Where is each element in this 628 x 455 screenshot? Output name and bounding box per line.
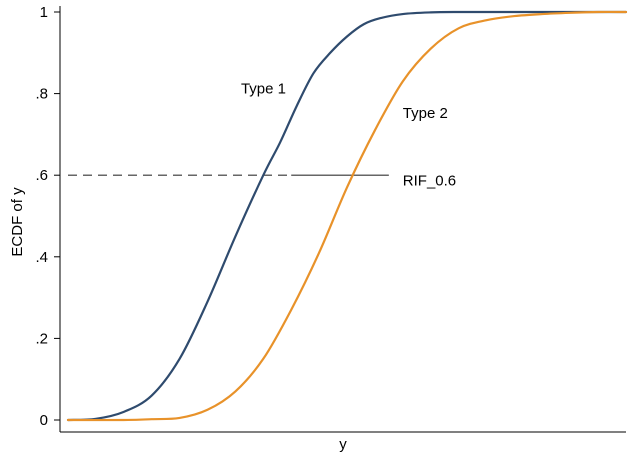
y-axis-ticks: 0 .2 .4 .6 .8 1	[35, 4, 60, 429]
series-line-type-2	[66, 10, 628, 422]
series-lines	[66, 10, 628, 422]
y-tick-label: 0	[40, 412, 48, 429]
y-tick-label: 1	[40, 4, 48, 21]
annotation-type-2: Type 2	[403, 105, 448, 122]
y-tick-label: .2	[35, 330, 48, 347]
annotation-type-1: Type 1	[241, 81, 286, 98]
series-line-type-1	[66, 10, 628, 422]
annotations: Type 1 Type 2 RIF_0.6	[241, 81, 456, 190]
y-tick-label: .6	[35, 167, 48, 184]
y-tick-label: .4	[35, 249, 48, 266]
y-tick-label: .8	[35, 86, 48, 103]
x-axis-title: y	[339, 436, 347, 453]
annotation-rif-0-6: RIF_0.6	[403, 172, 456, 189]
y-axis-title: ECDF of y	[9, 187, 26, 257]
